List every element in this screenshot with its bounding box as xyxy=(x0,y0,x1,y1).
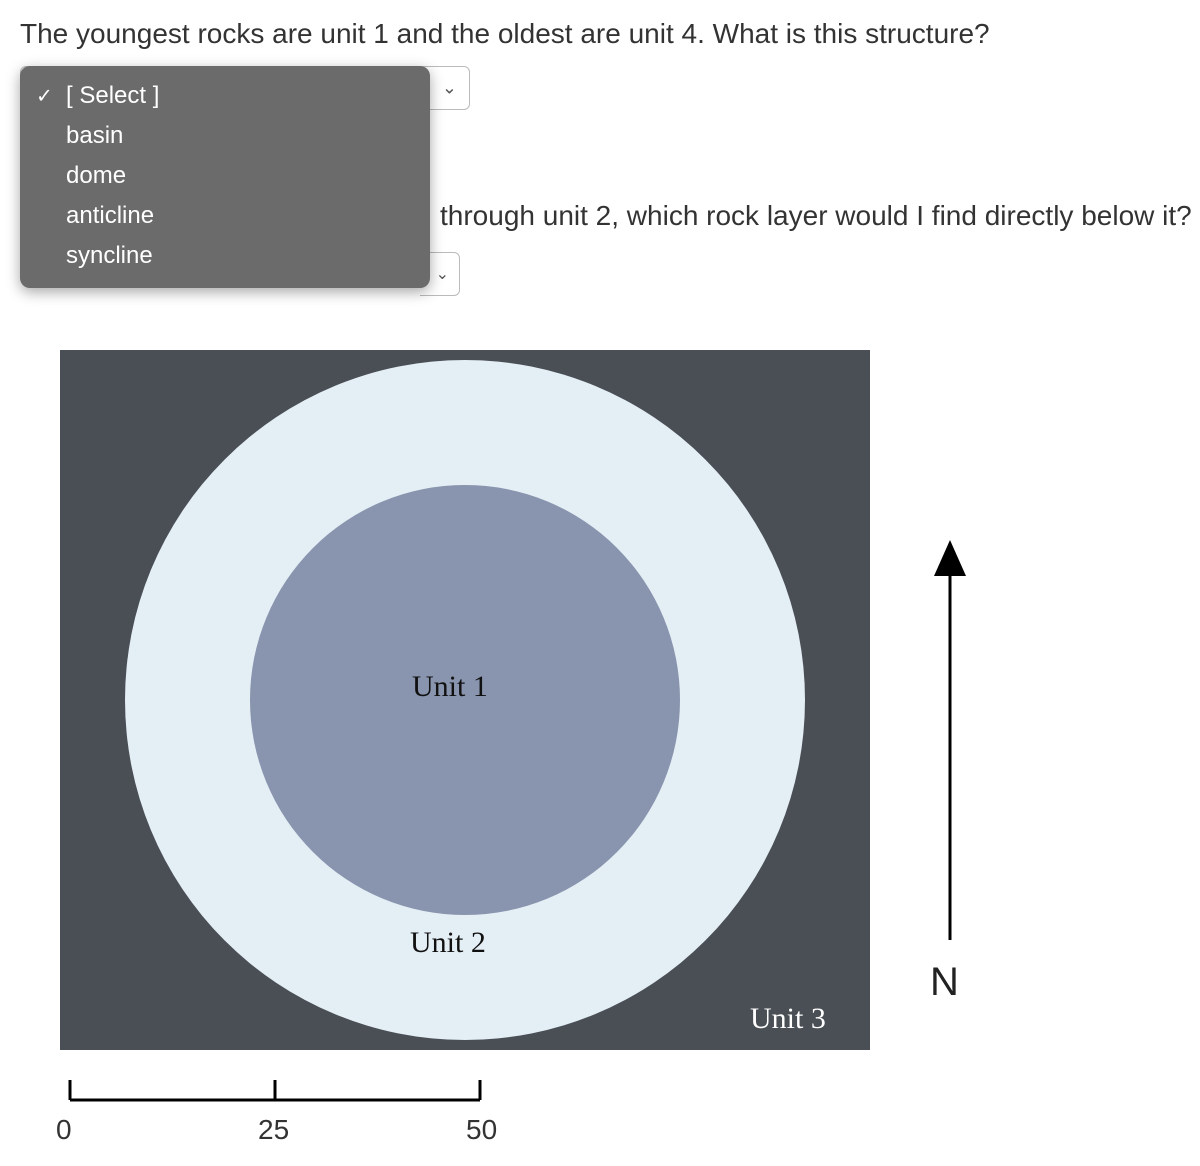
option-dome[interactable]: dome xyxy=(20,156,430,196)
diagram-container: Unit 1 Unit 2 Unit 3 xyxy=(60,350,870,1050)
scale-tick-1: 25 xyxy=(258,1114,289,1146)
unit-1-label: Unit 1 xyxy=(412,670,488,704)
chevron-down-icon: ⌄ xyxy=(436,264,449,284)
scale-tick-2: 50 xyxy=(466,1114,497,1146)
option-syncline[interactable]: syncline xyxy=(20,236,430,276)
option-label: anticline xyxy=(66,202,154,229)
unit-2-label: Unit 2 xyxy=(410,926,486,960)
check-icon: ✓ xyxy=(36,84,53,109)
scale-tick-0: 0 xyxy=(56,1114,72,1146)
option-label: syncline xyxy=(66,242,153,269)
geology-map-diagram: Unit 1 Unit 2 Unit 3 xyxy=(60,350,870,1050)
option-label: basin xyxy=(66,122,123,149)
option-select-placeholder[interactable]: ✓ [ Select ] xyxy=(20,76,430,116)
option-label: [ Select ] xyxy=(66,82,159,109)
option-basin[interactable]: basin xyxy=(20,116,430,156)
north-arrow: N xyxy=(910,540,990,980)
option-label: dome xyxy=(66,162,126,189)
chevron-down-icon: ⌄ xyxy=(442,78,457,99)
dropdown-area: ⌄ ✓ [ Select ] basin dome anticline sync… xyxy=(20,66,1180,136)
question-text: The youngest rocks are unit 1 and the ol… xyxy=(20,16,1180,52)
second-question-fragment: through unit 2, which rock layer would I… xyxy=(440,200,1192,232)
unit-3-label: Unit 3 xyxy=(750,1002,826,1036)
option-anticline[interactable]: anticline xyxy=(20,196,430,236)
scale-bar: 0 25 50 xyxy=(60,1070,490,1160)
north-label: N xyxy=(930,960,959,1005)
select-structure-menu: ✓ [ Select ] basin dome anticline syncli… xyxy=(20,66,430,288)
